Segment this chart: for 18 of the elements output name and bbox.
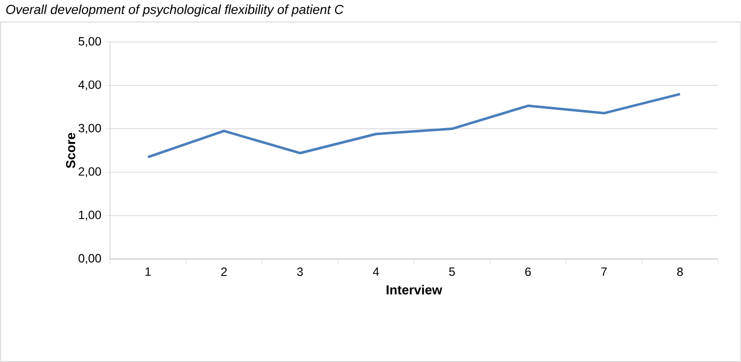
y-tick-label: 2,00 [78, 167, 102, 178]
x-tick-label: 2 [221, 268, 227, 276]
x-axis-title: Interview [386, 284, 442, 294]
x-tick-label: 4 [372, 268, 379, 276]
x-tick-label: 6 [525, 268, 531, 276]
y-tick-label: 5,00 [78, 37, 102, 47]
y-tick-label: 3,00 [78, 124, 102, 134]
x-tick-label: 8 [677, 268, 683, 276]
x-tick-label: 1 [146, 268, 151, 276]
y-tick-label: 1,00 [79, 210, 102, 221]
y-tick-label: 4,00 [78, 80, 102, 90]
y-tick-label: 0,00 [78, 254, 102, 264]
x-tick-label: 5 [449, 268, 455, 276]
y-axis-title: Score [66, 132, 76, 168]
line-series [146, 92, 682, 158]
chart-title: Overall development of psychological flexibility of patient C [6, 4, 344, 17]
x-tick-label: 7 [601, 268, 607, 276]
x-tick-label: 3 [297, 268, 303, 276]
